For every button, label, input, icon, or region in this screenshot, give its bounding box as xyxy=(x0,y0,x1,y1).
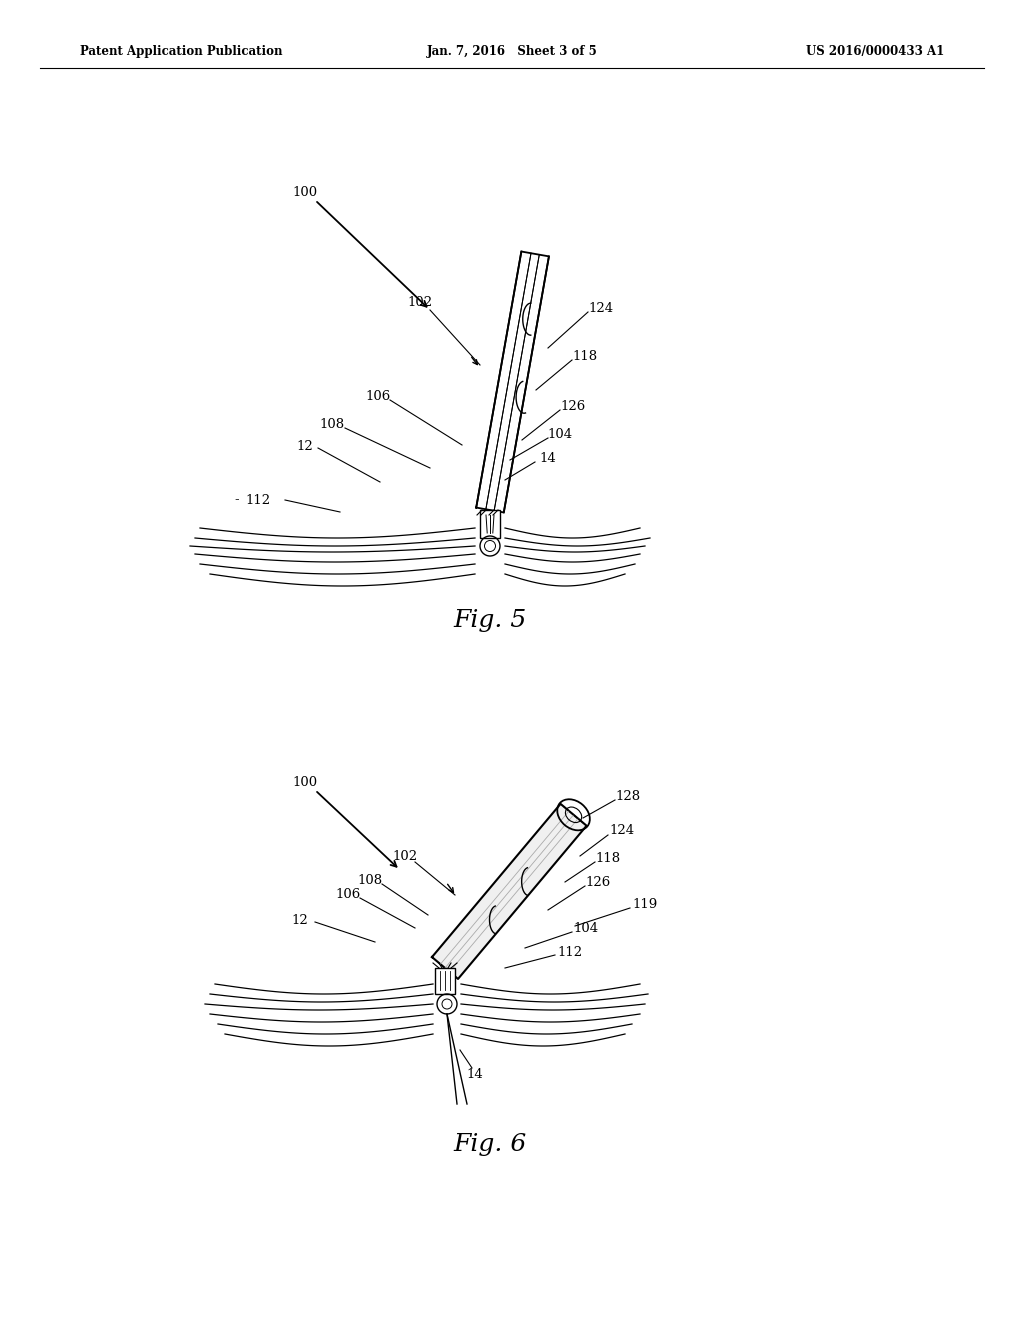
Text: -: - xyxy=(234,494,240,507)
Text: 102: 102 xyxy=(392,850,418,863)
Text: 108: 108 xyxy=(357,874,383,887)
Text: 106: 106 xyxy=(336,887,360,900)
Text: 100: 100 xyxy=(293,186,317,198)
Polygon shape xyxy=(476,252,549,512)
Text: 108: 108 xyxy=(319,418,344,432)
Bar xyxy=(480,510,500,539)
Text: Fig. 5: Fig. 5 xyxy=(454,609,526,631)
Polygon shape xyxy=(432,804,587,979)
Text: 104: 104 xyxy=(573,921,599,935)
Text: Jan. 7, 2016   Sheet 3 of 5: Jan. 7, 2016 Sheet 3 of 5 xyxy=(427,45,597,58)
Text: 124: 124 xyxy=(589,301,613,314)
Text: 112: 112 xyxy=(246,494,270,507)
Text: 124: 124 xyxy=(609,825,635,837)
Text: Patent Application Publication: Patent Application Publication xyxy=(80,45,283,58)
Text: 128: 128 xyxy=(615,789,641,803)
Text: 118: 118 xyxy=(572,350,598,363)
Text: US 2016/0000433 A1: US 2016/0000433 A1 xyxy=(806,45,944,58)
Text: 102: 102 xyxy=(408,297,432,309)
Text: 100: 100 xyxy=(293,776,317,788)
Text: 118: 118 xyxy=(595,851,621,865)
Text: 106: 106 xyxy=(366,389,390,403)
Text: 126: 126 xyxy=(560,400,586,412)
Text: Fig. 6: Fig. 6 xyxy=(454,1134,526,1156)
Text: 119: 119 xyxy=(633,898,657,911)
Text: 12: 12 xyxy=(292,913,308,927)
Text: 126: 126 xyxy=(586,875,610,888)
Text: 14: 14 xyxy=(467,1068,483,1081)
Bar xyxy=(435,968,455,994)
Text: 112: 112 xyxy=(557,945,583,958)
Text: 14: 14 xyxy=(540,453,556,466)
Text: 12: 12 xyxy=(297,441,313,454)
Text: 104: 104 xyxy=(548,428,572,441)
